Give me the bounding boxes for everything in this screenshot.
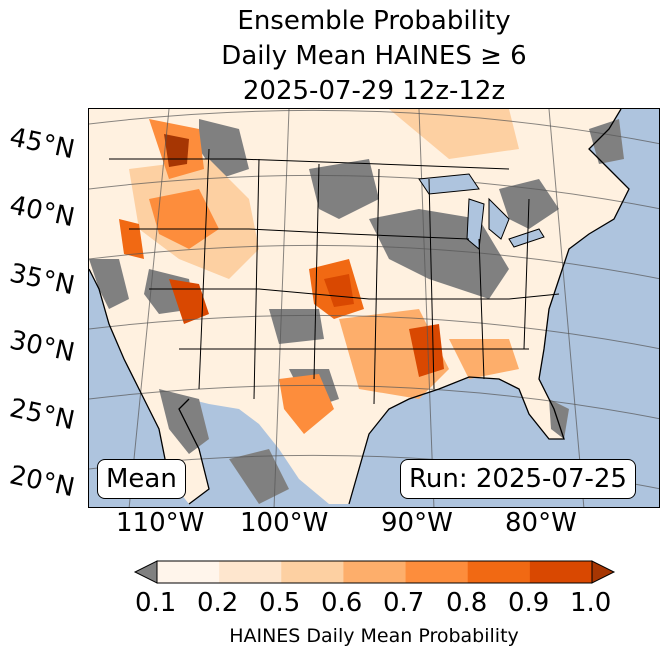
colorbar-segment: [219, 561, 282, 583]
lon-label-90w: 90°W: [381, 508, 453, 538]
colorbar-segment: [467, 561, 531, 583]
probability-areas: [119, 109, 519, 434]
title-line-2: Daily Mean HAINES ≥ 6: [221, 41, 527, 71]
colorbar-segments: [157, 561, 593, 583]
title-line-1: Ensemble Probability: [237, 6, 511, 36]
state-boundaries: [109, 148, 560, 405]
lon-label-80w: 80°W: [505, 508, 577, 538]
colorbar-tick: 0.6: [321, 588, 363, 618]
colorbar-segment: [281, 561, 344, 583]
colorbar-segment: [157, 561, 220, 583]
colorbar-under-arrow: [133, 560, 158, 584]
lon-label-100w: 100°W: [240, 508, 329, 538]
colorbar-tick: 0.7: [383, 588, 425, 618]
colorbar-segment: [529, 561, 593, 583]
colorbar-tick: 0.2: [197, 588, 239, 618]
map-canvas: [89, 109, 659, 507]
colorbar-tick: 0.9: [508, 588, 550, 618]
colorbar-tick: 1.0: [570, 588, 612, 618]
map-frame: [88, 108, 660, 508]
colorbar-tick: 0.8: [446, 588, 488, 618]
lon-label-110w: 110°W: [116, 508, 205, 538]
title-line-3: 2025-07-29 12z-12z: [242, 76, 506, 106]
colorbar-tick: 0.5: [259, 588, 301, 618]
colorbar-label: HAINES Daily Mean Probability: [229, 625, 519, 647]
coastline: [89, 109, 630, 505]
colorbar-tick: 0.1: [135, 588, 177, 618]
great-lakes: [418, 173, 545, 250]
colorbar-segment: [405, 561, 469, 583]
colorbar-segment: [343, 561, 407, 583]
graticule: [89, 109, 659, 507]
run-box: Run: 2025-07-25: [400, 459, 636, 499]
colorbar-over-arrow: [591, 560, 616, 584]
stat-box: Mean: [97, 459, 186, 499]
